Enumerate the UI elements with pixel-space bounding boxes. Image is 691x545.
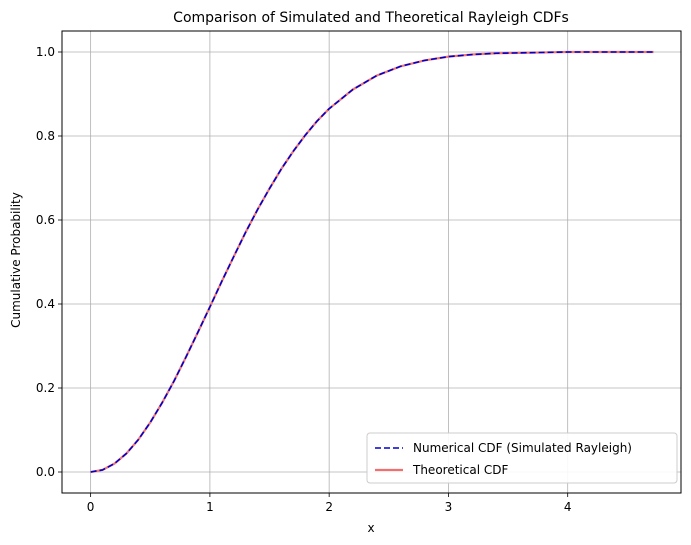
x-tick-label-3: 3 [445,500,453,514]
y-axis-label: Cumulative Probability [9,192,23,328]
y-tick-label-3: 0.6 [36,213,55,227]
x-tick-label-0: 0 [87,500,95,514]
y-tick-label-2: 0.4 [36,297,55,311]
plot-frame [61,30,682,494]
ticks: 0 1 2 3 4 0.0 0.2 0.4 0.6 0.8 1.0 [36,45,572,514]
x-axis-label: x [367,521,374,535]
legend-label-theoretical: Theoretical CDF [412,463,508,477]
legend: Numerical CDF (Simulated Rayleigh) Theor… [366,432,678,484]
legend-box [366,432,678,484]
y-tick-label-1: 0.2 [36,381,55,395]
y-tick-label-0: 0.0 [36,465,55,479]
y-tick-label-5: 1.0 [36,45,55,59]
x-tick-label-4: 4 [564,500,572,514]
series-numerical-line [90,51,654,473]
legend-label-numerical: Numerical CDF (Simulated Rayleigh) [413,441,632,455]
series-layer [90,50,654,474]
chart-title: Comparison of Simulated and Theoretical … [173,10,569,26]
x-tick-label-2: 2 [325,500,333,514]
x-tick-label-1: 1 [206,500,214,514]
y-tick-label-4: 0.8 [36,129,55,143]
